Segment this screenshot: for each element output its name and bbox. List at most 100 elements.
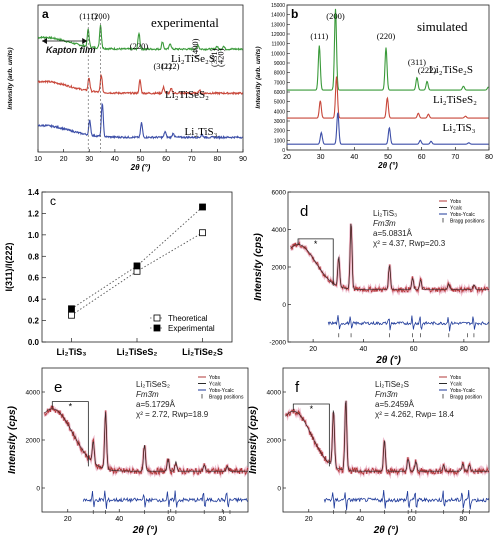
panel-letter: b [291, 7, 298, 21]
x-tick-label: 60 [410, 346, 418, 353]
x-tick-label: 40 [359, 346, 367, 353]
bump-marker: * [69, 402, 73, 412]
x-tick-label: 60 [162, 156, 170, 163]
info-fit: χ² = 4.262, Rwp= 18.4 [375, 410, 454, 419]
y-tick-label: 14000 [271, 13, 285, 19]
x-axis-label: 2θ (°) [375, 355, 401, 366]
y-tick-label: 3000 [274, 119, 285, 125]
peak-label: (200) [91, 11, 110, 21]
difference-line [327, 315, 490, 332]
x-tick-label: 20 [309, 346, 317, 353]
peak-label: (222) [418, 65, 437, 75]
x-tick-label: 80 [459, 516, 467, 523]
y-axis-label: I(311)/I(222) [4, 242, 14, 291]
x-category-label: Li₂TiSe₂S [182, 347, 223, 357]
x-tick-label: 20 [64, 516, 72, 523]
series-line-1 [37, 73, 244, 96]
difference-line [323, 489, 490, 511]
x-axis-label: 2θ (°) [132, 525, 158, 536]
legend-label: Yobs [450, 375, 461, 381]
panel-letter: f [295, 379, 300, 396]
y-tick-label: 4000 [26, 390, 41, 397]
info-fit: χ² = 4.37, Rwp=20.3 [373, 239, 446, 248]
x-tick-label: 20 [60, 156, 68, 163]
x-tick-label: 20 [305, 516, 313, 523]
legend-label: Yobs [450, 199, 461, 205]
y-tick-label: -2000 [269, 340, 286, 347]
y-tick-label: 1000 [274, 138, 285, 144]
bump-bracket [297, 238, 334, 286]
series-line-2 [287, 112, 489, 145]
peak-label: (311) [153, 61, 171, 71]
info-lattice: a=5.1729Å [136, 400, 176, 409]
y-tick-label: 0 [282, 148, 285, 154]
peak-label: (220) [130, 41, 149, 51]
y-tick-label: 6000 [272, 190, 287, 197]
legend-label: Yobs-Ycalc [450, 388, 475, 394]
series-label: Li₂TiSe₂S [171, 53, 215, 65]
x-tick-label: 30 [85, 156, 93, 163]
x-tick-label: 70 [451, 154, 459, 161]
y-tick-label: 13000 [271, 22, 285, 28]
legend-label: Ycalc [450, 382, 463, 388]
bump-marker: * [310, 404, 314, 414]
y-tick-label: 7000 [274, 80, 285, 86]
y-tick-label: 0 [282, 302, 286, 309]
y-tick-label: 1.2 [28, 209, 40, 218]
series-label: Li₂TiSeS₂ [433, 94, 477, 106]
y-tick-label: 0 [36, 486, 40, 493]
series-line-0 [71, 232, 203, 316]
kapton-label: Kapton film [46, 45, 96, 55]
legend-label: Ycalc [209, 382, 222, 388]
y-tick-label: 9000 [274, 61, 285, 67]
series-line-0 [37, 24, 243, 52]
x-tick-label: 80 [213, 156, 221, 163]
x-tick-label: 40 [111, 156, 119, 163]
x-tick-label: 60 [167, 516, 175, 523]
x-axis-label: 2θ (°) [377, 161, 398, 170]
x-tick-label: 70 [188, 156, 196, 163]
peak-label: (311) [408, 57, 426, 67]
peak-label: (200) [326, 11, 345, 21]
bump-bracket [292, 403, 330, 467]
panel-title: simulated [417, 19, 468, 34]
series-label: Li₂TiS₃ [185, 126, 218, 138]
peak-label: (220) [377, 31, 396, 41]
y-tick-label: 4000 [272, 227, 287, 234]
y-tick-label: 10000 [271, 51, 285, 57]
data-point [199, 229, 206, 237]
y-tick-label: 4000 [267, 390, 282, 397]
y-tick-label: 8000 [274, 71, 285, 77]
series-line-2 [37, 102, 243, 140]
info-lattice: a=5.0831Å [373, 229, 413, 238]
y-tick-label: 0 [277, 486, 281, 493]
y-tick-label: 2000 [26, 438, 41, 445]
y-axis-label: Intensity (arb. units) [7, 47, 14, 109]
y-tick-label: 2000 [267, 438, 282, 445]
legend-label: Theoretical [168, 314, 208, 323]
legend-label: Experimental [168, 324, 215, 333]
y-tick-label: 1.4 [28, 188, 40, 197]
ycalc-line [44, 408, 248, 472]
legend-label: Bragg positions [209, 395, 244, 401]
series-line-1 [287, 76, 489, 119]
peak-label: (331) [209, 48, 219, 67]
y-tick-label: 0.4 [28, 295, 40, 304]
x-tick-label: 60 [418, 154, 426, 161]
x-tick-label: 80 [460, 346, 468, 353]
yobs-line [290, 223, 490, 294]
ycalc-line [285, 400, 489, 472]
data-point [133, 262, 141, 270]
legend-label: Yobs-Ycalc [209, 388, 234, 394]
x-tick-label: 40 [356, 516, 364, 523]
peak-label: (111) [310, 31, 328, 41]
yobs-line [285, 400, 490, 477]
x-tick-label: 60 [408, 516, 416, 523]
y-tick-label: 1.0 [28, 231, 40, 240]
y-axis-label: Intensity (cps) [248, 405, 259, 473]
legend-label: Yobs [209, 375, 220, 381]
x-tick-label: 40 [115, 516, 123, 523]
peak-label: (400) [190, 38, 200, 57]
